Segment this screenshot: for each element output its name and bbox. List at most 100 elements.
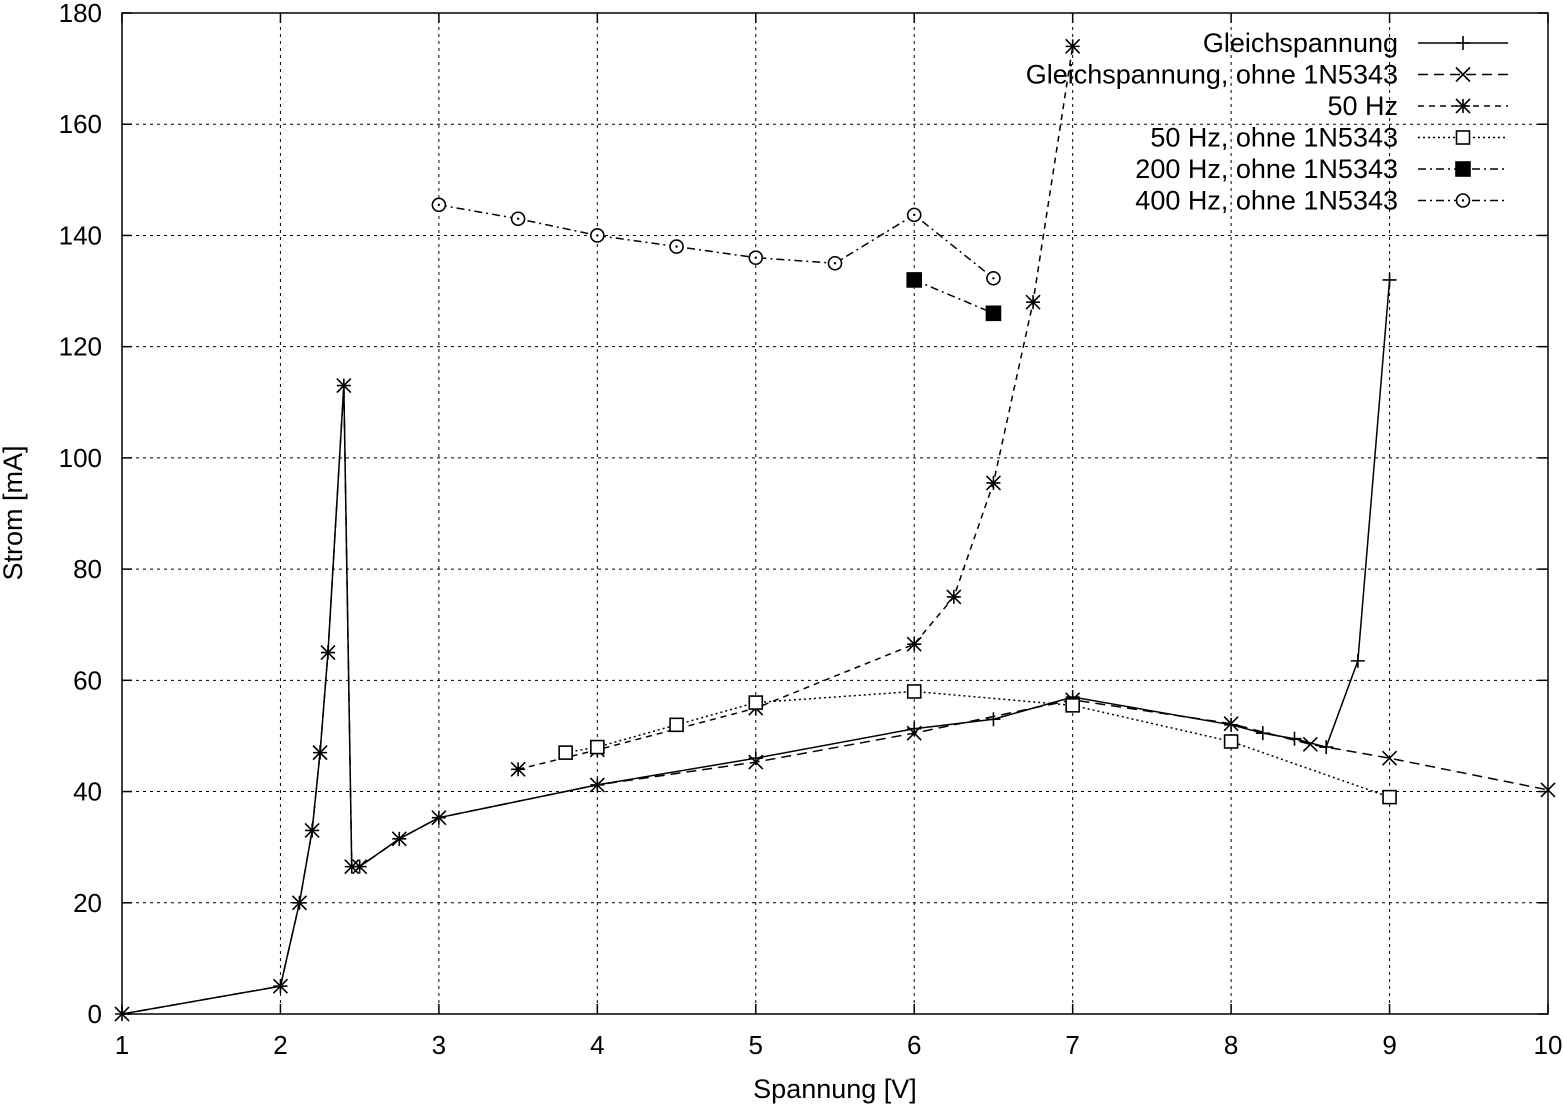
x-tick-label: 1: [115, 1030, 129, 1060]
y-tick-label: 20: [73, 888, 102, 918]
data-point: [1223, 716, 1239, 732]
y-tick-label: 60: [73, 665, 102, 695]
data-point: [1065, 38, 1081, 54]
y-tick-label: 180: [59, 0, 102, 28]
legend-label: 50 Hz, ohne 1N5343: [1150, 123, 1398, 153]
data-point: [272, 978, 289, 994]
x-tick-label: 5: [749, 1030, 763, 1060]
data-point: [1319, 740, 1334, 755]
data-point: [589, 777, 605, 793]
data-point: [946, 589, 962, 605]
legend-marker: [1456, 36, 1470, 50]
data-point: [985, 475, 1002, 491]
data-point: [510, 761, 526, 777]
y-tick-label: 140: [59, 220, 102, 250]
data-point: [906, 272, 923, 288]
legend-label: Gleichspannung: [1203, 28, 1398, 58]
y-tick-label: 80: [73, 554, 102, 584]
x-tick-label: 6: [907, 1030, 921, 1060]
data-point: [1302, 736, 1318, 752]
grid-lines: [122, 13, 1548, 1014]
data-point-center: [833, 262, 837, 265]
x-axis-label: Spannung [V]: [753, 1074, 917, 1104]
data-point: [558, 745, 573, 760]
legend-marker: [1455, 98, 1471, 114]
series-5: [906, 272, 1002, 322]
x-tick-label: 8: [1224, 1030, 1238, 1060]
data-point: [906, 636, 922, 652]
data-point: [291, 895, 308, 911]
y-tick-label: 40: [73, 777, 102, 807]
legend-marker-center: [1461, 199, 1465, 202]
data-point: [391, 831, 407, 847]
series-2: [114, 378, 1556, 1022]
y-tick-label: 100: [59, 443, 102, 473]
series-4: [558, 684, 1397, 805]
data-point-center: [913, 213, 916, 217]
plot-frame: [121, 12, 1549, 1015]
data-point: [985, 305, 1002, 322]
data-point: [1065, 698, 1080, 713]
x-tick-label: 3: [432, 1030, 446, 1060]
y-tick-label: 160: [59, 109, 102, 139]
data-point: [1223, 734, 1239, 749]
data-point-center: [992, 277, 995, 280]
series-line: [438, 204, 994, 279]
series-line: [913, 279, 994, 314]
legend-label: 400 Hz, ohne 1N5343: [1135, 186, 1398, 216]
series-3: [510, 38, 1081, 777]
legend-item: 50 Hz: [1327, 91, 1508, 121]
data-point-center: [675, 245, 678, 248]
series-line: [517, 46, 1074, 771]
data-point: [986, 712, 1001, 727]
x-tick-label: 4: [590, 1030, 604, 1060]
legend-label: Gleichspannung, ohne 1N5343: [1026, 60, 1398, 90]
data-point-center: [437, 203, 441, 207]
data-point: [1255, 726, 1270, 741]
y-tick-label: 0: [88, 999, 102, 1029]
data-point: [304, 822, 320, 839]
legend-label: 200 Hz, ohne 1N5343: [1135, 154, 1398, 184]
data-point: [1025, 294, 1041, 310]
legend-label: 50 Hz: [1327, 91, 1398, 121]
data-point: [1382, 272, 1397, 287]
data-point: [1350, 653, 1365, 668]
legend-item: 400 Hz, ohne 1N5343: [1135, 186, 1508, 216]
legend-marker: [1455, 130, 1471, 145]
data-point: [336, 378, 352, 394]
series-layer: [114, 38, 1556, 1022]
data-point: [669, 717, 684, 733]
data-point: [906, 684, 922, 699]
x-tick-label: 7: [1065, 1030, 1079, 1060]
data-point: [748, 754, 764, 770]
x-tick-label: 10: [1534, 1030, 1563, 1060]
legend-marker: [1455, 66, 1471, 83]
data-point: [431, 810, 447, 826]
x-tick-label: 2: [273, 1030, 287, 1060]
y-axis-label: Strom [mA]: [0, 445, 28, 580]
data-point: [312, 745, 328, 761]
legend-item: 50 Hz, ohne 1N5343: [1150, 123, 1508, 153]
series-6: [431, 197, 1001, 286]
series-line: [565, 690, 1390, 798]
data-point: [344, 859, 360, 875]
data-point: [748, 695, 764, 710]
legend-item: 200 Hz, ohne 1N5343: [1135, 154, 1508, 184]
legend-item: Gleichspannung: [1203, 28, 1508, 58]
data-point-center: [754, 256, 757, 259]
legend-item: Gleichspannung, ohne 1N5343: [1026, 60, 1508, 90]
x-tick-label: 9: [1382, 1030, 1396, 1060]
data-point-center: [516, 217, 520, 220]
series-line: [121, 385, 1549, 1015]
data-point: [590, 739, 605, 755]
data-point: [1382, 789, 1397, 805]
data-point: [906, 725, 922, 741]
legend-marker: [1455, 161, 1471, 177]
data-point-center: [596, 234, 599, 237]
data-point: [352, 859, 368, 875]
y-tick-label: 120: [59, 332, 102, 362]
data-point: [320, 644, 336, 661]
